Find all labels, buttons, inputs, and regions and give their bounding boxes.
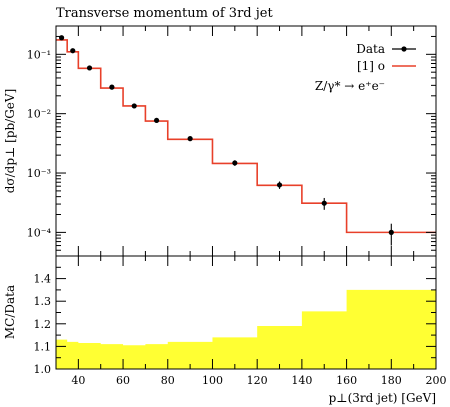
- process-annotation: Z/γ* → e⁺e⁻: [315, 79, 385, 93]
- main-axis-ticks: 10⁻¹ 10⁻² 10⁻³ 10⁻⁴: [27, 26, 437, 257]
- data-point: [388, 229, 394, 235]
- data-point: [131, 103, 137, 109]
- main-panel: 10⁻¹ 10⁻² 10⁻³ 10⁻⁴ dσ/dp⊥ [pb/GeV]: [3, 25, 437, 257]
- data-point: [232, 160, 238, 166]
- ratio-x-tick-label: 100: [202, 374, 223, 387]
- ratio-y-axis-label: MC/Data: [3, 285, 17, 339]
- ratio-plot-area: [56, 289, 436, 369]
- data-point: [276, 182, 283, 188]
- ratio-x-tick-label: 200: [426, 374, 447, 387]
- ratio-x-tick-label: 120: [247, 374, 268, 387]
- main-y-axis-label: dσ/dp⊥ [pb/GeV]: [3, 89, 17, 194]
- data-point: [109, 84, 115, 90]
- ratio-x-tick-label: 140: [291, 374, 312, 387]
- legend-swatch-data-marker: [401, 46, 407, 52]
- ratio-x-tick-label: 40: [71, 374, 85, 387]
- ratio-y-tick-label: 1.2: [34, 318, 52, 331]
- legend-label-data: Data: [356, 42, 385, 56]
- ratio-x-tick-label: 180: [381, 374, 402, 387]
- ratio-x-tick-label: 80: [161, 374, 175, 387]
- main-y-tick-label: 10⁻²: [27, 108, 51, 121]
- data-point: [187, 136, 193, 142]
- main-plot-area: [56, 35, 436, 246]
- ratio-x-tick-label: 60: [116, 374, 130, 387]
- ratio-axis-ticks: 1.0 1.1 1.2 1.3 1.4 40 60 80 100 120 140 160 180 200: [34, 255, 447, 387]
- data-point: [70, 48, 76, 54]
- ratio-y-tick-label: 1.0: [34, 363, 52, 376]
- legend-label-mc: [1] o: [357, 59, 385, 73]
- ratio-x-tick-label: 160: [336, 374, 357, 387]
- ratio-panel: 1.01.11.21.31.440 60 80 100 120 140 160 180 200 …: [3, 255, 447, 405]
- data-point: [153, 117, 160, 124]
- ratio-y-tick-label: 1.4: [34, 273, 52, 286]
- ratio-band: [56, 289, 436, 369]
- data-point: [86, 65, 93, 71]
- chart-title: Transverse momentum of 3rd jet: [56, 6, 273, 21]
- main-y-tick-label: 10⁻³: [27, 167, 51, 180]
- data-point: [321, 200, 327, 206]
- legend: Data [1] o Z/γ* → e⁺e⁻: [315, 42, 416, 93]
- main-y-tick-label: 10⁻¹: [27, 48, 51, 61]
- ratio-y-tick-label: 1.3: [34, 295, 52, 308]
- x-axis-label: p⊥(3rd jet) [GeV]: [329, 391, 436, 405]
- ratio-y-tick-label: 1.1: [34, 340, 52, 353]
- main-y-tick-label: 10⁻⁴: [27, 226, 52, 239]
